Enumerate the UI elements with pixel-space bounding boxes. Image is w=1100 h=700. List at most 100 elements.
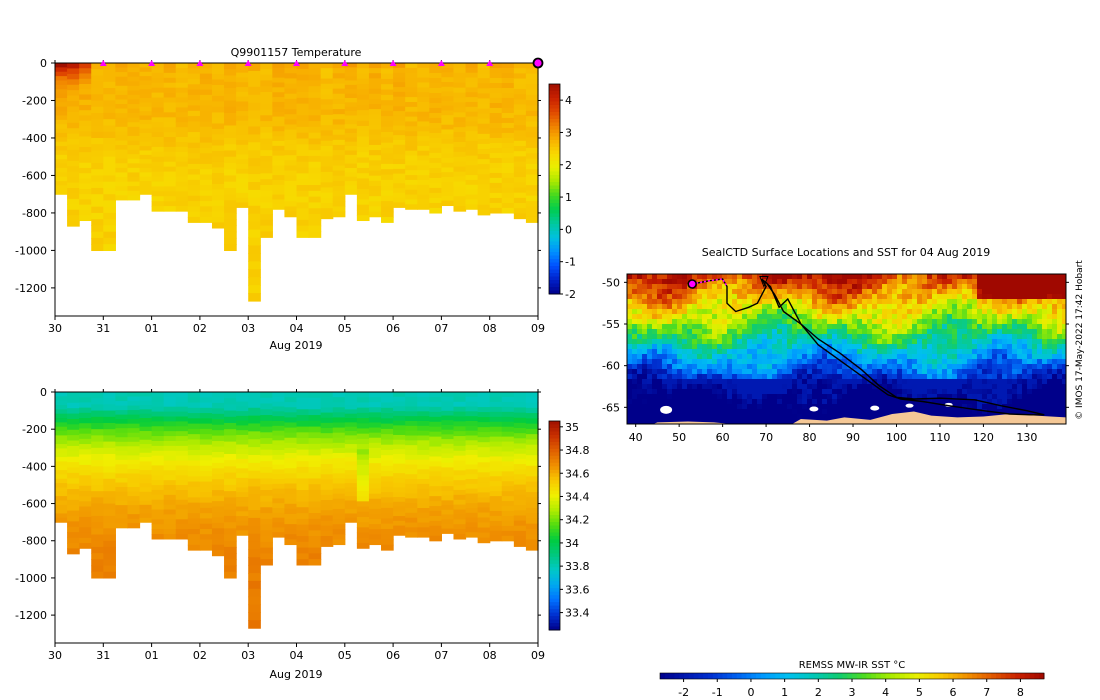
colorbar-swatch [549, 101, 560, 106]
sst-cell [1042, 274, 1048, 280]
profile-cell [151, 455, 165, 462]
profile-cell [187, 105, 201, 112]
profile-cell [79, 407, 92, 414]
profile-cell [320, 114, 334, 121]
profile-cell [296, 150, 310, 157]
profile-cell [441, 481, 455, 487]
sst-cell [852, 394, 858, 400]
profile-cell [139, 181, 153, 187]
sst-cell [1037, 324, 1043, 330]
profile-cell [393, 111, 406, 117]
sst-cell [852, 279, 858, 285]
sst-cell [862, 309, 868, 315]
sst-cell [822, 354, 828, 360]
profile-cell [320, 130, 334, 137]
profile-cell [224, 484, 237, 492]
profile-cell [79, 99, 92, 106]
sst-cell [847, 399, 853, 405]
profile-cell [429, 182, 442, 189]
sst-cell [1017, 319, 1023, 325]
profile-cell [429, 451, 442, 458]
profile-cell [272, 106, 286, 113]
profile-cell [163, 122, 177, 128]
sst-cell [742, 339, 748, 345]
profile-cell [103, 466, 116, 474]
sst-cell [997, 319, 1003, 325]
sst-cell [1057, 399, 1063, 405]
sst-cell [732, 319, 738, 325]
profile-cell [55, 172, 68, 178]
sst-cell [637, 364, 643, 370]
profile-cell [224, 200, 237, 208]
sst-cell [922, 379, 928, 385]
profile-cell [308, 415, 322, 422]
profile-cell [477, 402, 491, 408]
profile-cell [175, 186, 189, 192]
sst-cell [992, 314, 998, 320]
profile-cell [187, 63, 201, 69]
sst-cell [1057, 389, 1063, 395]
sst-cell [1052, 344, 1058, 350]
sst-cell [917, 349, 923, 355]
sst-cell [677, 379, 683, 385]
sst-cell [637, 374, 643, 380]
profile-cell [393, 96, 406, 103]
sst-cell [867, 359, 873, 365]
profile-cell [260, 392, 273, 399]
profile-cell [199, 392, 213, 398]
sst-cell [1062, 399, 1066, 405]
profile-cell [453, 519, 467, 525]
sst-cell [1032, 284, 1038, 290]
profile-cell [115, 428, 129, 434]
sst-cell [707, 379, 713, 385]
profile-cell [67, 429, 80, 436]
profile-cell [127, 514, 141, 520]
profile-cell [224, 441, 237, 449]
sst-cell [1057, 364, 1063, 370]
profile-cell [115, 459, 129, 465]
profile-cell [139, 97, 153, 103]
profile-cell [151, 181, 165, 187]
sst-cell [707, 354, 713, 360]
colorbar-swatch [549, 497, 560, 502]
sst-cell [812, 314, 818, 320]
sst-cell [942, 299, 948, 305]
profile-cell [344, 137, 358, 143]
profile-cell [187, 132, 201, 138]
profile-cell [465, 97, 479, 103]
profile-cell [79, 418, 92, 424]
profile-cell [465, 474, 479, 480]
profile-cell [308, 392, 322, 399]
profile-cell [429, 515, 442, 522]
sst-cell [952, 314, 958, 320]
sst-cell [1037, 379, 1043, 385]
sst-cell [1037, 309, 1043, 315]
colorbar-swatch [549, 283, 560, 288]
profile-cell [260, 208, 273, 215]
sst-cell [672, 274, 678, 280]
profile-cell [356, 433, 370, 440]
colorbar-swatch [549, 238, 560, 242]
profile-cell [236, 482, 249, 489]
profile-cell [211, 479, 225, 486]
profile-cell [211, 501, 225, 508]
sst-cell [1022, 314, 1028, 320]
sst-cell [972, 344, 978, 350]
sst-cell [707, 304, 713, 310]
profile-cell [139, 474, 153, 480]
profile-cell [248, 580, 261, 590]
profile-cell [103, 137, 116, 145]
sst-cell [847, 394, 853, 400]
sst-cell [787, 304, 793, 310]
profile-cell [368, 397, 382, 403]
profile-cell [55, 483, 68, 489]
profile-cell [224, 219, 237, 227]
sst-cell [747, 299, 753, 305]
profile-cell [236, 96, 249, 103]
profile-cell [260, 530, 273, 537]
sst-cell [937, 364, 943, 370]
profile-cell [139, 444, 153, 449]
profile-cell [332, 402, 346, 408]
profile-cell [441, 495, 455, 501]
profile-cell [127, 496, 141, 502]
